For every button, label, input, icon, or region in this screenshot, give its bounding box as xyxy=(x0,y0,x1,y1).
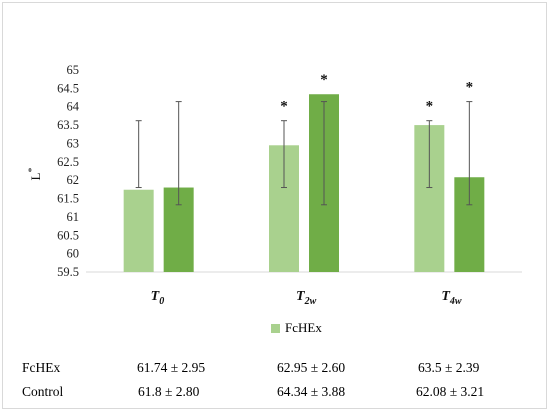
stats-cell: 62.95 ± 2.60 xyxy=(277,360,346,375)
y-tick-label: 64.5 xyxy=(57,81,79,95)
x-tick-label: T2w xyxy=(296,289,317,307)
y-tick-label: 62 xyxy=(67,173,80,187)
stats-cell: 61.74 ± 2.95 xyxy=(137,360,206,375)
stats-row-label: FcHEx xyxy=(22,360,61,375)
stats-cell: 61.8 ± 2.80 xyxy=(138,384,200,399)
y-tick-label: 65 xyxy=(67,63,80,77)
significance-marker: * xyxy=(426,99,434,115)
y-tick-label: 59.5 xyxy=(57,265,79,279)
stats-row-control: Control 61.8 ± 2.80 64.34 ± 3.88 62.08 ±… xyxy=(0,384,550,404)
legend: FcHEx xyxy=(271,320,322,336)
stats-row-fchex: FcHEx 61.74 ± 2.95 62.95 ± 2.60 63.5 ± 2… xyxy=(0,360,550,380)
significance-marker: * xyxy=(320,72,328,88)
significance-marker: * xyxy=(466,80,474,96)
legend-label: FcHEx xyxy=(285,320,322,335)
stats-cell: 63.5 ± 2.39 xyxy=(418,360,480,375)
y-tick-label: 61.5 xyxy=(57,192,79,206)
y-tick-label: 60.5 xyxy=(57,228,79,242)
chart-frame xyxy=(2,2,547,409)
y-axis-label: L* xyxy=(27,168,43,181)
legend-swatch xyxy=(271,323,280,333)
stats-row-label: Control xyxy=(22,384,64,399)
y-tick-label: 63 xyxy=(67,136,80,150)
y-tick-label: 61 xyxy=(67,210,80,224)
stats-cell: 62.08 ± 3.21 xyxy=(416,384,485,399)
y-tick-label: 62.5 xyxy=(57,155,79,169)
x-tick-label: T4w xyxy=(441,289,462,307)
y-tick-label: 64 xyxy=(67,100,80,114)
y-tick-label: 63.5 xyxy=(57,118,79,132)
y-tick-label: 60 xyxy=(67,247,80,261)
x-tick-label: T0 xyxy=(151,289,165,307)
stats-cell: 64.34 ± 3.88 xyxy=(277,384,346,399)
bar xyxy=(123,189,154,272)
significance-marker: * xyxy=(280,99,288,115)
